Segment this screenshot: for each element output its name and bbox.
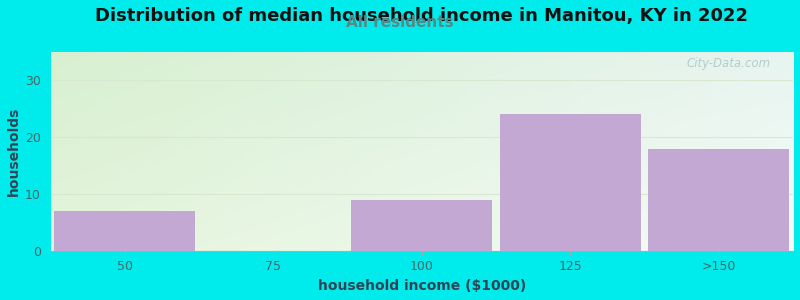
Bar xyxy=(648,148,790,251)
Bar xyxy=(54,212,195,251)
Y-axis label: households: households xyxy=(7,107,21,196)
Bar xyxy=(351,200,493,251)
Text: City-Data.com: City-Data.com xyxy=(686,58,770,70)
Title: Distribution of median household income in Manitou, KY in 2022: Distribution of median household income … xyxy=(95,7,748,25)
X-axis label: household income ($1000): household income ($1000) xyxy=(318,279,526,293)
Text: All residents: All residents xyxy=(346,15,454,30)
Bar xyxy=(500,114,641,251)
